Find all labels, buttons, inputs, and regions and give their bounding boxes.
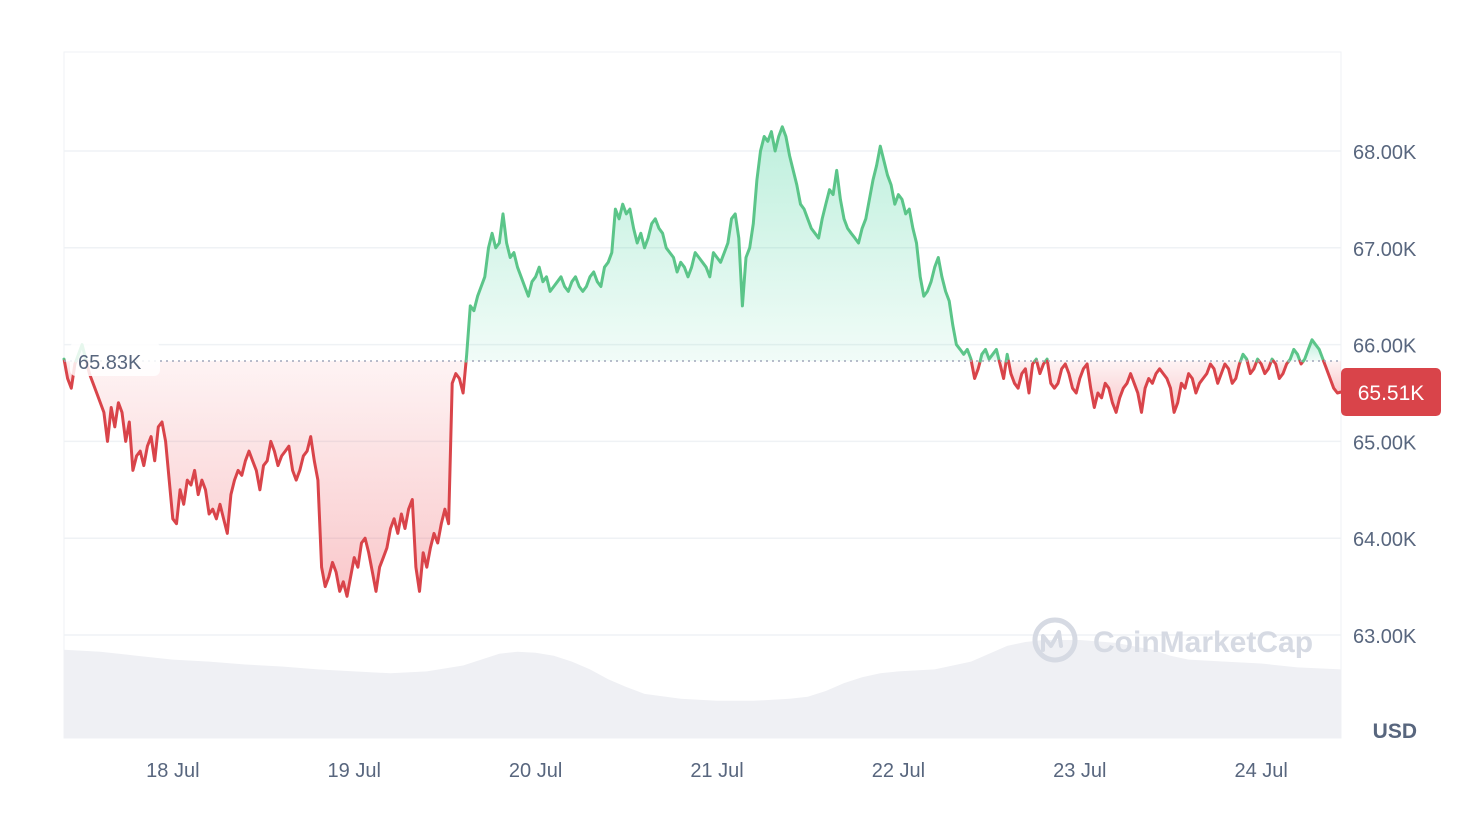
price-area-fills bbox=[64, 127, 1341, 597]
x-tick-label: 22 Jul bbox=[872, 760, 925, 782]
area-below-reference bbox=[86, 361, 466, 596]
y-tick-label: 67.00K bbox=[1353, 239, 1417, 261]
y-tick-label: 64.00K bbox=[1353, 529, 1417, 551]
x-tick-label: 23 Jul bbox=[1053, 760, 1106, 782]
price-tags: 65.51K bbox=[1341, 368, 1441, 416]
current-price-label: 65.51K bbox=[1358, 382, 1425, 405]
x-tick-label: 24 Jul bbox=[1235, 760, 1288, 782]
x-tick-label: 21 Jul bbox=[690, 760, 743, 782]
x-axis-labels: 18 Jul 19 Jul 20 Jul 21 Jul 22 Jul 23 Jul 24 J… bbox=[146, 760, 1288, 782]
watermark-text: CoinMarketCap bbox=[1093, 626, 1313, 659]
y-tick-label: 65.00K bbox=[1353, 432, 1417, 454]
area-above-reference bbox=[466, 127, 971, 361]
y-tick-label: 68.00K bbox=[1353, 142, 1417, 164]
x-tick-label: 19 Jul bbox=[328, 760, 381, 782]
reference-value-label: 65.83K bbox=[78, 352, 142, 374]
x-tick-label: 20 Jul bbox=[509, 760, 562, 782]
y-tick-label: 66.00K bbox=[1353, 336, 1417, 358]
x-tick-label: 18 Jul bbox=[146, 760, 199, 782]
y-tick-label: 63.00K bbox=[1353, 626, 1417, 648]
currency-unit-label: USD bbox=[1373, 720, 1417, 743]
